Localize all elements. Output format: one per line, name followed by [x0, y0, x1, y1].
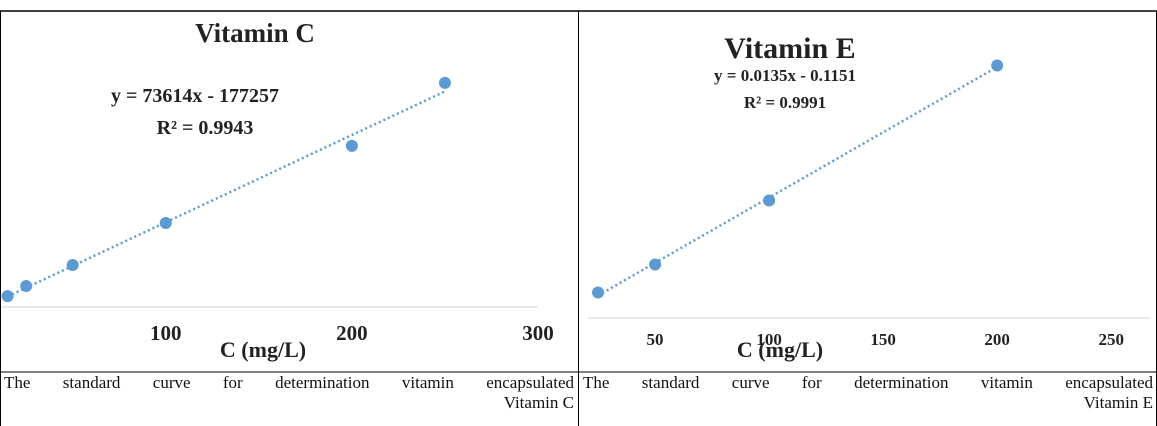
x-tick-label: 250 [1098, 330, 1124, 349]
x-tick-label: 200 [984, 330, 1010, 349]
caption-text: The standard curve for determination vit… [4, 373, 574, 392]
caption: The standard curve for determination vit… [4, 373, 574, 425]
caption-text: The standard curve for determination vit… [583, 373, 1153, 392]
chart-title: Vitamin E [724, 32, 855, 65]
data-point [1, 290, 14, 303]
caption-label: Vitamin E [1083, 393, 1153, 412]
equation: y = 0.0135x - 0.1151 [714, 66, 856, 85]
data-point [20, 280, 33, 293]
x-tick-label: 100 [150, 321, 182, 345]
data-point [159, 216, 172, 229]
r-squared: R² = 0.9943 [157, 117, 254, 139]
data-point [345, 139, 358, 152]
data-point [991, 59, 1004, 72]
x-tick-label: 300 [522, 321, 554, 345]
data-point [649, 258, 662, 271]
x-tick-label: 200 [336, 321, 368, 345]
data-point [66, 258, 79, 271]
caption: The standard curve for determination vit… [583, 373, 1153, 425]
data-point [438, 76, 451, 89]
x-tick-label: 150 [870, 330, 896, 349]
x-tick-label: 100 [756, 330, 782, 349]
x-axis-label: C (mg/L) [220, 337, 306, 362]
trendline [7, 90, 446, 298]
data-point [592, 286, 605, 299]
caption-label: Vitamin C [503, 393, 574, 412]
trendline [597, 65, 998, 297]
data-point [763, 194, 776, 207]
x-tick-label: 50 [647, 330, 664, 349]
chart-title: Vitamin C [195, 18, 315, 48]
x-axis-label: C (mg/L) [737, 337, 823, 362]
equation: y = 73614x - 177257 [111, 85, 279, 107]
r-squared: R² = 0.9991 [744, 93, 826, 112]
